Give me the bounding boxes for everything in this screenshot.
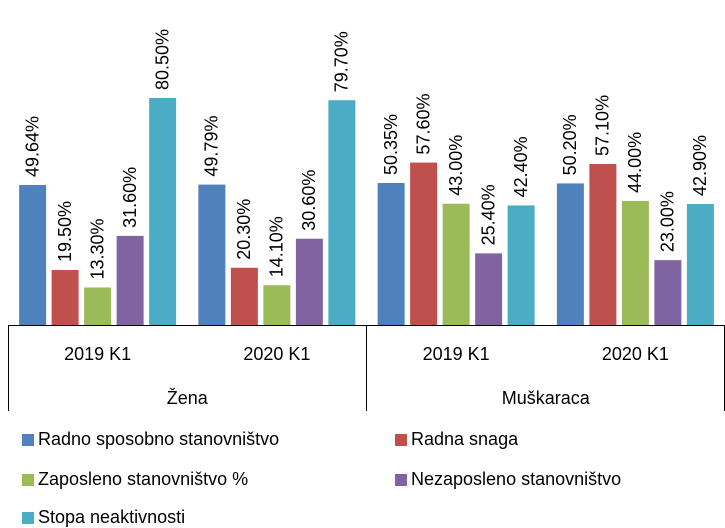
group-label: Žena bbox=[167, 388, 209, 408]
x-tick-label: 2019 K1 bbox=[64, 344, 131, 364]
value-label: 44.00% bbox=[625, 132, 645, 193]
legend-swatch bbox=[22, 474, 34, 486]
value-label: 30.60% bbox=[299, 170, 319, 231]
legend-swatch bbox=[22, 434, 34, 446]
bar bbox=[621, 200, 649, 325]
legend-label: Zaposleno stanovništvo % bbox=[38, 469, 248, 489]
legend-swatch bbox=[395, 474, 407, 486]
bar bbox=[686, 204, 714, 325]
value-label: 14.10% bbox=[267, 216, 287, 277]
bar bbox=[198, 184, 226, 325]
value-label: 23.00% bbox=[658, 191, 678, 252]
value-label: 31.60% bbox=[120, 167, 140, 228]
bar bbox=[295, 238, 323, 325]
x-tick-label: 2020 K1 bbox=[243, 344, 310, 364]
value-label: 49.79% bbox=[202, 116, 222, 177]
bar bbox=[263, 285, 291, 325]
legend-swatch bbox=[22, 512, 34, 524]
value-label: 50.20% bbox=[560, 114, 580, 175]
bar bbox=[19, 185, 47, 325]
bar bbox=[149, 97, 177, 326]
bar bbox=[51, 270, 79, 325]
bar bbox=[475, 253, 503, 325]
legend-label: Radna snaga bbox=[411, 429, 519, 449]
value-label: 20.30% bbox=[234, 199, 254, 260]
value-label: 42.90% bbox=[690, 135, 710, 196]
bar bbox=[589, 163, 617, 325]
value-label: 42.40% bbox=[511, 136, 531, 197]
value-label: 49.64% bbox=[22, 116, 42, 177]
value-label: 25.40% bbox=[478, 184, 498, 245]
bar bbox=[507, 205, 535, 325]
legend-label: Nezaposleno stanovništvo bbox=[411, 469, 621, 489]
bar bbox=[328, 100, 356, 325]
bar bbox=[556, 183, 584, 325]
bar bbox=[377, 183, 405, 325]
bar bbox=[230, 267, 258, 325]
x-tick-label: 2019 K1 bbox=[423, 344, 490, 364]
bar bbox=[84, 287, 112, 325]
legend-label: Radno sposobno stanovništvo bbox=[38, 429, 279, 449]
value-label: 50.35% bbox=[381, 114, 401, 175]
value-label: 13.30% bbox=[87, 218, 107, 279]
value-label: 57.60% bbox=[413, 94, 433, 155]
group-label: Muškaraca bbox=[502, 388, 591, 408]
value-label: 19.50% bbox=[55, 201, 75, 262]
value-label: 43.00% bbox=[446, 135, 466, 196]
bar bbox=[116, 235, 144, 325]
legend-swatch bbox=[395, 434, 407, 446]
bar bbox=[654, 260, 682, 325]
legend-label: Stopa neaktivnosti bbox=[38, 507, 185, 527]
value-label: 80.50% bbox=[152, 29, 172, 90]
bar bbox=[410, 162, 438, 325]
bar bbox=[442, 203, 470, 325]
value-label: 57.10% bbox=[593, 95, 613, 156]
value-label: 79.70% bbox=[332, 31, 352, 92]
x-tick-label: 2020 K1 bbox=[602, 344, 669, 364]
